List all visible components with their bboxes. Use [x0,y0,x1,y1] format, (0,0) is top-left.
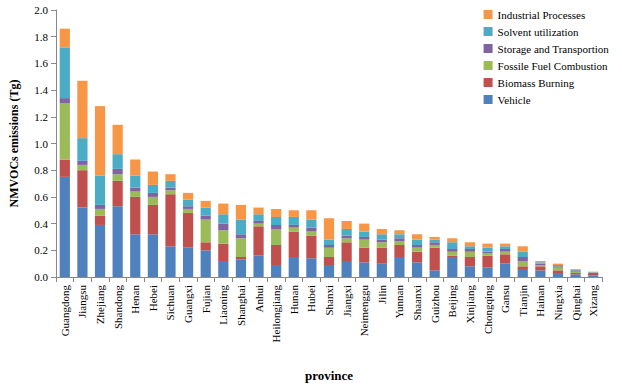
svg-text:Liaoning: Liaoning [217,285,229,325]
svg-text:Shandong: Shandong [112,285,124,330]
svg-text:NMVOCs emissions (Tg): NMVOCs emissions (Tg) [7,80,21,208]
svg-text:1.0: 1.0 [34,138,48,150]
svg-text:Neimenggu: Neimenggu [358,285,370,337]
svg-text:province: province [305,368,353,383]
svg-text:Xinjiang: Xinjiang [464,285,476,324]
svg-text:Chongqing: Chongqing [482,285,494,334]
svg-text:Jiangxi: Jiangxi [341,285,353,317]
svg-text:Biomass Burning: Biomass Burning [498,77,575,89]
svg-text:Henan: Henan [129,285,141,314]
svg-text:1.4: 1.4 [34,84,48,96]
svg-text:Guangdong: Guangdong [59,285,71,337]
svg-text:Beijing: Beijing [446,285,458,318]
svg-text:Fujian: Fujian [200,285,212,314]
svg-text:Gansu: Gansu [499,285,511,314]
svg-text:Xizang: Xizang [587,285,599,317]
svg-text:Hunan: Hunan [288,285,300,315]
svg-text:1.2: 1.2 [34,111,48,123]
svg-text:Guizhou: Guizhou [429,285,441,323]
svg-text:Hubei: Hubei [305,285,317,312]
svg-text:Hebei: Hebei [147,285,159,311]
svg-text:Fossile Fuel Combustion: Fossile Fuel Combustion [498,60,609,72]
svg-text:Vehicle: Vehicle [498,94,531,106]
svg-text:0.4: 0.4 [34,218,48,230]
svg-text:Sichuan: Sichuan [164,285,176,321]
svg-text:Guangxi: Guangxi [182,285,194,323]
svg-text:Ningxia: Ningxia [552,285,564,321]
svg-text:Industrial Processes: Industrial Processes [498,9,586,21]
svg-text:0.8: 0.8 [34,164,48,176]
svg-text:Zhejiang: Zhejiang [94,285,106,325]
svg-text:Anhui: Anhui [253,285,265,313]
svg-text:2.0: 2.0 [34,4,48,16]
svg-text:Shanxi: Shanxi [323,285,335,316]
svg-text:Shanghai: Shanghai [235,285,247,326]
svg-text:0.0: 0.0 [34,271,48,283]
svg-text:0.2: 0.2 [34,244,48,256]
svg-text:Jilin: Jilin [376,285,388,304]
svg-text:Shaanxi: Shaanxi [411,285,423,320]
svg-text:Solvent utilization: Solvent utilization [498,26,579,38]
svg-text:1.6: 1.6 [34,57,48,69]
svg-text:Yunnan: Yunnan [393,285,405,319]
svg-text:1.8: 1.8 [34,31,48,43]
svg-text:Heilongjiang: Heilongjiang [270,285,282,343]
svg-text:Tianjin: Tianjin [517,285,529,317]
svg-text:Storage and Transportion: Storage and Transportion [498,43,610,55]
svg-text:Qinghai: Qinghai [570,285,582,320]
svg-text:Hainan: Hainan [534,285,546,317]
svg-text:0.6: 0.6 [34,191,48,203]
svg-text:Jiangsu: Jiangsu [76,285,88,319]
